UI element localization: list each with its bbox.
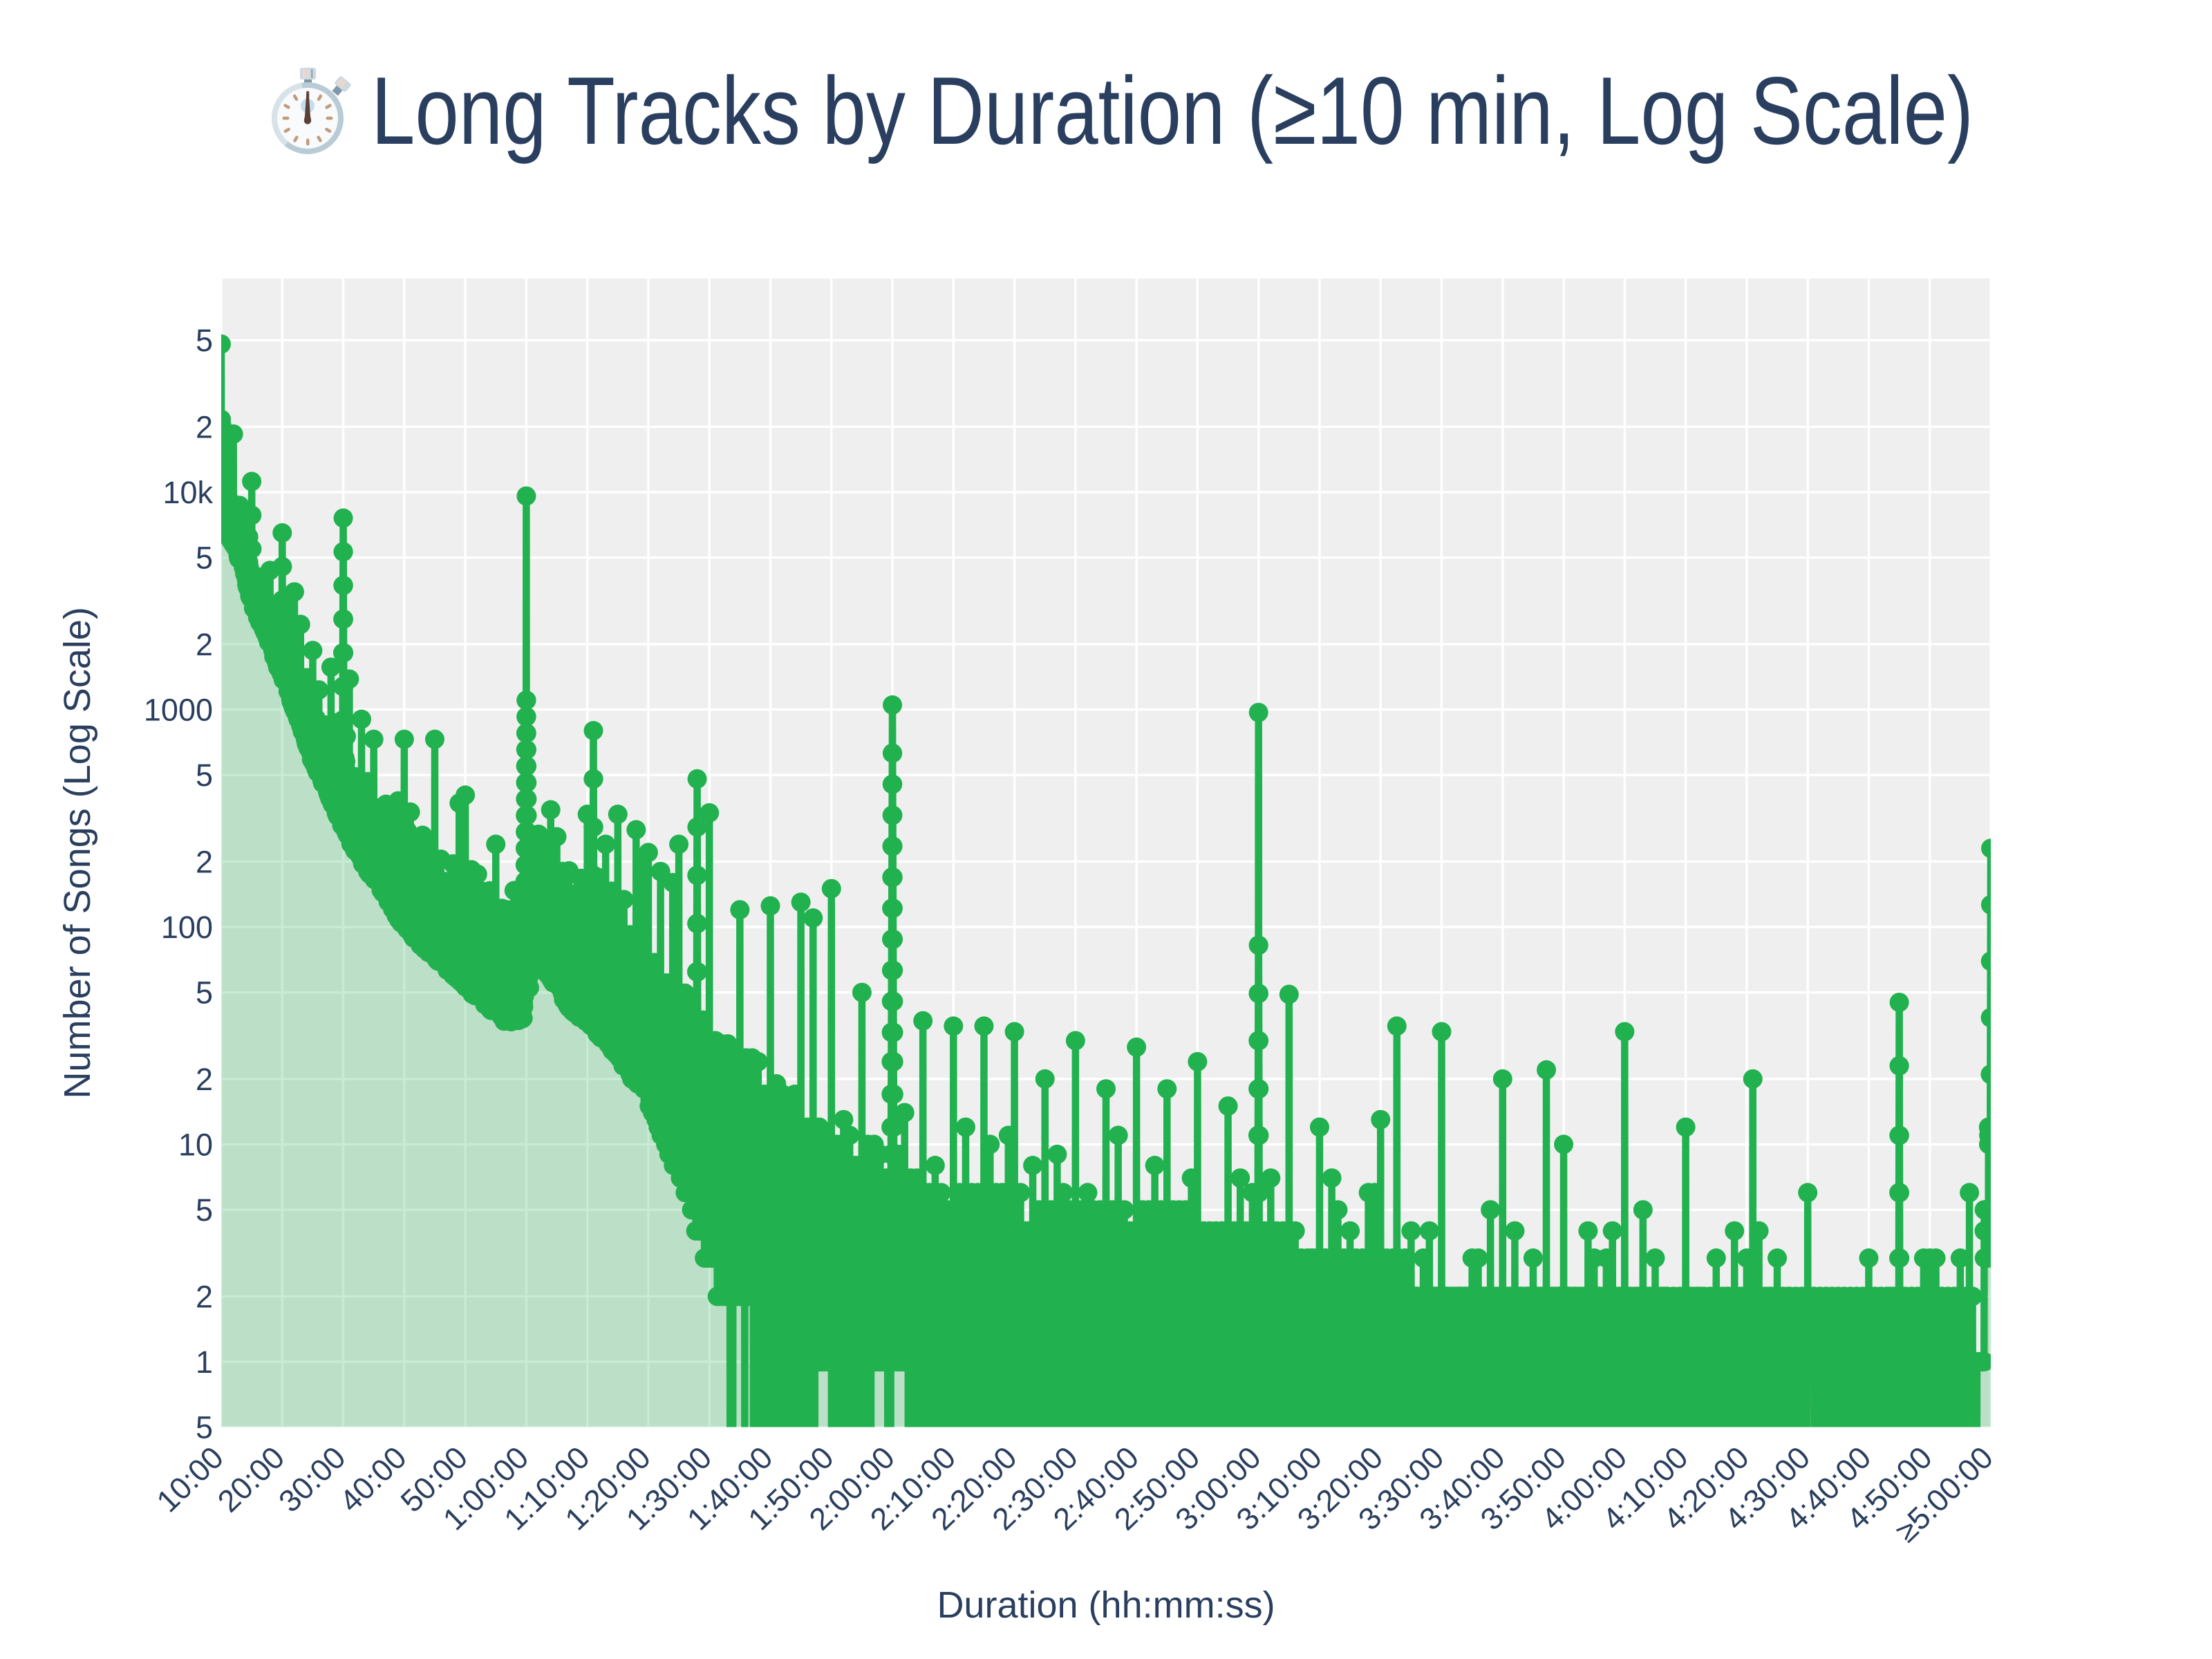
svg-text:40:00: 40:00 [332,1440,413,1519]
svg-text:Duration (hh:mm:ss): Duration (hh:mm:ss) [937,1584,1275,1626]
svg-text:5: 5 [196,541,213,576]
svg-text:1000: 1000 [144,693,213,728]
svg-text:5: 5 [196,1192,213,1228]
svg-text:2: 2 [196,1062,213,1097]
svg-text:1: 1 [196,1344,213,1380]
svg-text:10: 10 [178,1127,213,1163]
svg-text:100: 100 [161,910,213,945]
svg-text:20:00: 20:00 [211,1440,291,1519]
svg-text:2: 2 [196,627,213,662]
svg-text:5: 5 [196,1410,213,1445]
svg-text:2: 2 [196,844,213,879]
svg-text:2: 2 [196,1279,213,1314]
svg-text:10:00: 10:00 [150,1440,230,1519]
svg-text:5: 5 [196,975,213,1011]
svg-text:5: 5 [196,758,213,793]
svg-text:10k: 10k [162,475,213,510]
svg-text:Number of Songs (Log Scale): Number of Songs (Log Scale) [57,607,98,1098]
svg-text:2: 2 [196,409,213,444]
svg-text:5: 5 [196,323,213,358]
svg-text:30:00: 30:00 [272,1440,352,1519]
